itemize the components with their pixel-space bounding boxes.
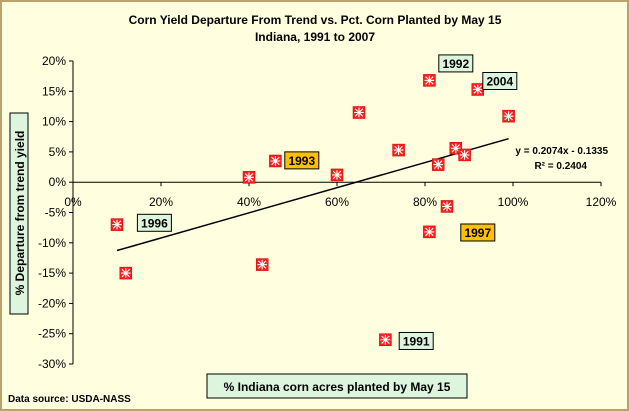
annotation-box — [460, 223, 496, 242]
data-point-marker — [442, 201, 452, 212]
trendline-equation: y = 0.2074x - 0.1335 — [515, 146, 608, 157]
x-tick-label: 80% — [413, 195, 437, 209]
data-point-marker — [473, 84, 483, 95]
y-tick-label: -25% — [38, 327, 66, 341]
y-axis-title: % Departure from trend yield — [9, 112, 29, 315]
data-point-marker — [121, 268, 131, 278]
y-tick-label: -15% — [38, 266, 66, 280]
x-tick-label: 60% — [325, 195, 349, 209]
x-tick-label: 20% — [149, 195, 173, 209]
annotation-label: 1996 — [141, 216, 168, 230]
x-axis-title: % Indiana corn acres planted by May 15 — [206, 373, 468, 399]
chart-subtitle: Indiana, 1991 to 2007 — [255, 30, 375, 44]
data-point-marker — [380, 334, 391, 345]
data-point-marker — [257, 259, 267, 270]
annotation-box — [398, 331, 434, 350]
annotation-label: 1997 — [464, 226, 491, 240]
y-axis-title-box — [9, 112, 29, 315]
data-point-marker — [112, 219, 122, 230]
data-point-marker — [503, 111, 514, 121]
data-point-marker — [424, 75, 435, 86]
trendline — [116, 137, 509, 252]
x-axis-title-box — [206, 373, 468, 399]
data-point-marker — [433, 159, 443, 170]
y-tick-label: 10% — [42, 115, 66, 129]
data-point-marker — [424, 227, 435, 237]
data-point-marker — [451, 143, 461, 154]
x-tick-label: 40% — [237, 195, 261, 209]
y-axis-title-text: % Departure from trend yield — [13, 131, 27, 296]
plot-area: 20%15%10%5%0%-5%-10%-15%-20%-25%-30%0% 20… — [38, 54, 617, 371]
x-tick-label: 100% — [498, 195, 529, 209]
annotation-box — [136, 213, 172, 232]
annotation-box — [482, 71, 518, 90]
x-tick-label: 0% — [64, 195, 82, 209]
x-axis-title-text: % Indiana corn acres planted by May 15 — [224, 380, 451, 394]
data-point-marker — [244, 172, 254, 183]
chart-title: Corn Yield Departure From Trend vs. Pct.… — [129, 13, 502, 27]
annotation-box — [284, 151, 320, 170]
y-tick-label: -10% — [38, 236, 66, 250]
trendline-r-squared: R² = 0.2404 — [534, 161, 587, 172]
x-tick-label: 120% — [586, 195, 617, 209]
data-source-note: Data source: USDA-NASS — [8, 394, 131, 405]
data-point-marker — [270, 156, 281, 166]
y-tick-label: 20% — [42, 54, 66, 68]
y-tick-label: 15% — [42, 84, 66, 98]
y-tick-label: -5% — [45, 206, 67, 220]
annotation-box — [438, 54, 474, 73]
annotation-label: 1991 — [403, 334, 430, 348]
data-point-marker — [332, 170, 342, 180]
y-tick-label: 0% — [49, 175, 67, 189]
y-tick-label: -20% — [38, 296, 66, 310]
data-point-marker — [393, 145, 404, 155]
y-tick-label: -30% — [38, 357, 66, 371]
y-tick-label: 5% — [49, 145, 67, 159]
annotation-label: 2004 — [486, 74, 513, 88]
data-point-marker — [354, 107, 364, 118]
annotation-label: 1993 — [288, 154, 315, 168]
data-point-marker — [459, 150, 470, 160]
annotation-label: 1992 — [442, 57, 469, 71]
